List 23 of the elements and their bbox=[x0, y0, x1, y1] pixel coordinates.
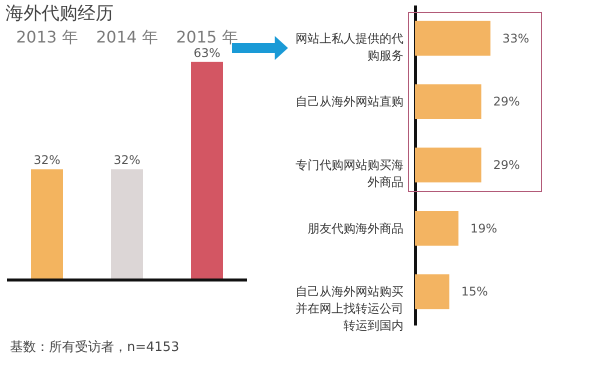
data-label: 32% bbox=[114, 153, 140, 168]
bar bbox=[415, 84, 482, 120]
bar bbox=[415, 210, 458, 246]
y-tick-label: 网站上私人提供的代购服务 bbox=[296, 31, 404, 62]
bar bbox=[415, 274, 450, 310]
bar bbox=[415, 148, 482, 182]
data-label: 19% bbox=[470, 221, 498, 236]
data-label: 32% bbox=[34, 153, 60, 168]
x-tick-label: 2014 年 bbox=[96, 28, 158, 46]
y-tick-label: 自己从海外网站直购 bbox=[296, 94, 404, 109]
x-tick-label: 2015 年 bbox=[176, 28, 238, 46]
data-label: 29% bbox=[493, 94, 520, 109]
data-label: 33% bbox=[502, 31, 530, 46]
data-label: 15% bbox=[461, 284, 488, 299]
data-label: 63% bbox=[194, 46, 220, 60]
chart-title: 海外代购经历 bbox=[6, 3, 114, 24]
y-tick-label: 朋友代购海外商品 bbox=[308, 221, 404, 236]
y-tick-label: 专门代购网站购买海外商品 bbox=[296, 158, 404, 189]
x-tick-label: 2013 年 bbox=[16, 28, 78, 46]
bar bbox=[415, 20, 490, 56]
text: 基数：所有受访者，n=4153 bbox=[10, 339, 180, 356]
y-tick-label: 自己从海外网站购买并在网上找转运公司转运到国内 bbox=[296, 284, 404, 333]
data-label: 29% bbox=[493, 158, 520, 172]
